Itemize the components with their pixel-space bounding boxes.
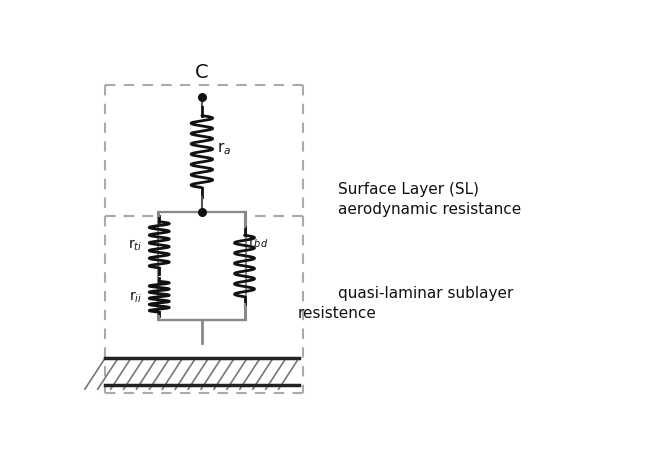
Text: C: C xyxy=(195,62,209,81)
Text: aerodynamic resistance: aerodynamic resistance xyxy=(337,201,521,216)
FancyBboxPatch shape xyxy=(158,213,246,320)
Text: quasi-laminar sublayer: quasi-laminar sublayer xyxy=(337,286,513,301)
Point xyxy=(197,209,207,216)
Text: resistence: resistence xyxy=(298,305,377,320)
Text: r$_{ii}$: r$_{ii}$ xyxy=(129,290,142,305)
Text: r$_{ti}$: r$_{ti}$ xyxy=(128,238,142,253)
Text: r$_a$: r$_a$ xyxy=(217,140,232,157)
Text: Surface Layer (SL): Surface Layer (SL) xyxy=(337,182,479,197)
Text: r$_{bd}$: r$_{bd}$ xyxy=(249,234,269,250)
Point xyxy=(197,94,207,101)
